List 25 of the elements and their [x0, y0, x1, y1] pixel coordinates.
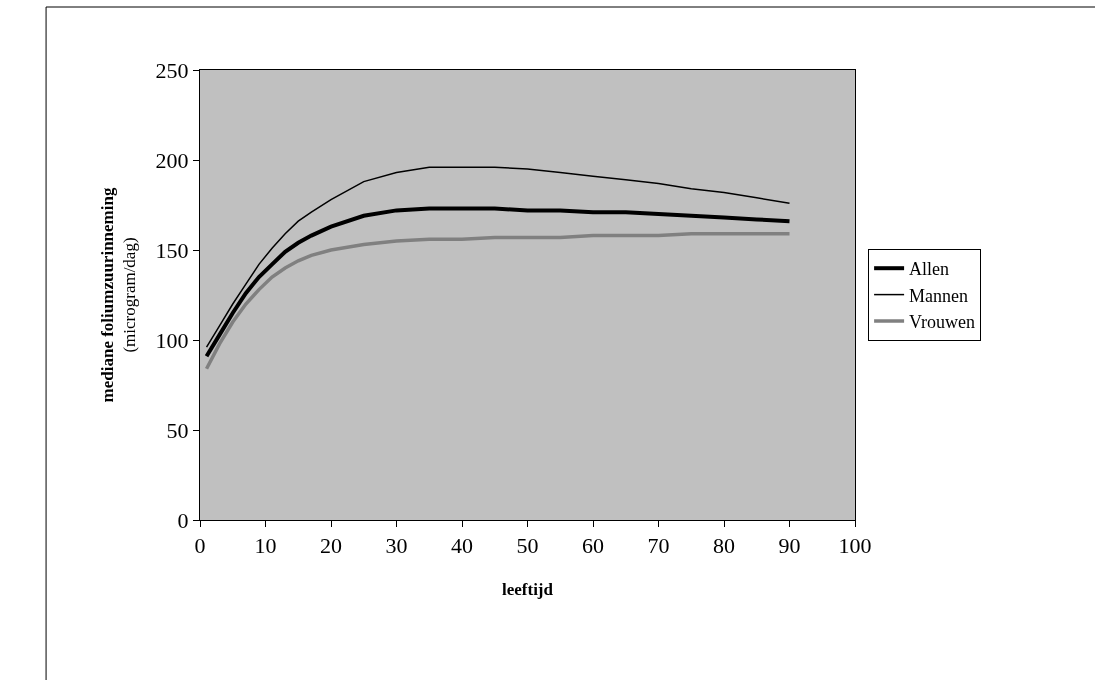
y-tick-label: 150 — [155, 237, 189, 263]
legend-label: Mannen — [909, 285, 969, 306]
x-tick-label: 30 — [385, 533, 408, 559]
x-tick-label: 0 — [194, 533, 206, 559]
x-tick-label: 40 — [451, 533, 473, 559]
y-tick-label: 200 — [155, 147, 189, 173]
legend-label: Vrouwen — [909, 312, 976, 333]
y-tick-label: 250 — [155, 57, 189, 83]
line-series — [205, 166, 791, 348]
x-tick-label: 80 — [713, 533, 735, 559]
y-tick-label: 100 — [155, 327, 189, 353]
x-tick-label: 90 — [778, 533, 801, 559]
x-tick-label: 10 — [254, 533, 277, 559]
y-tick-label: 0 — [177, 507, 189, 533]
x-tick-label: 60 — [582, 533, 604, 559]
line-series — [204, 232, 792, 371]
x-tick-label: 70 — [647, 533, 670, 559]
x-axis-title: leeftijd — [502, 579, 554, 599]
x-tick-label: 100 — [838, 533, 872, 559]
x-tick-label: 50 — [516, 533, 539, 559]
x-tick-label: 20 — [320, 533, 342, 559]
y-axis-title: mediane foliumzuurinneming (microgram/dag) — [98, 187, 140, 403]
y-tick-label: 50 — [166, 417, 189, 443]
legend-label: Allen — [909, 259, 950, 280]
line-series — [204, 206, 792, 359]
